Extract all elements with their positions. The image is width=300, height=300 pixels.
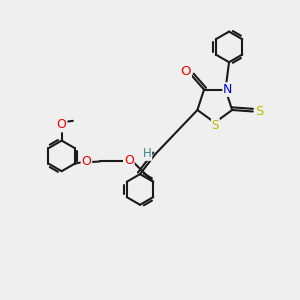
Text: O: O [181, 65, 191, 78]
Text: O: O [82, 155, 91, 168]
Text: N: N [223, 83, 232, 96]
Text: O: O [57, 118, 67, 131]
Text: S: S [212, 119, 219, 132]
Text: O: O [124, 154, 134, 167]
Text: S: S [255, 105, 263, 118]
Text: H: H [143, 147, 152, 160]
